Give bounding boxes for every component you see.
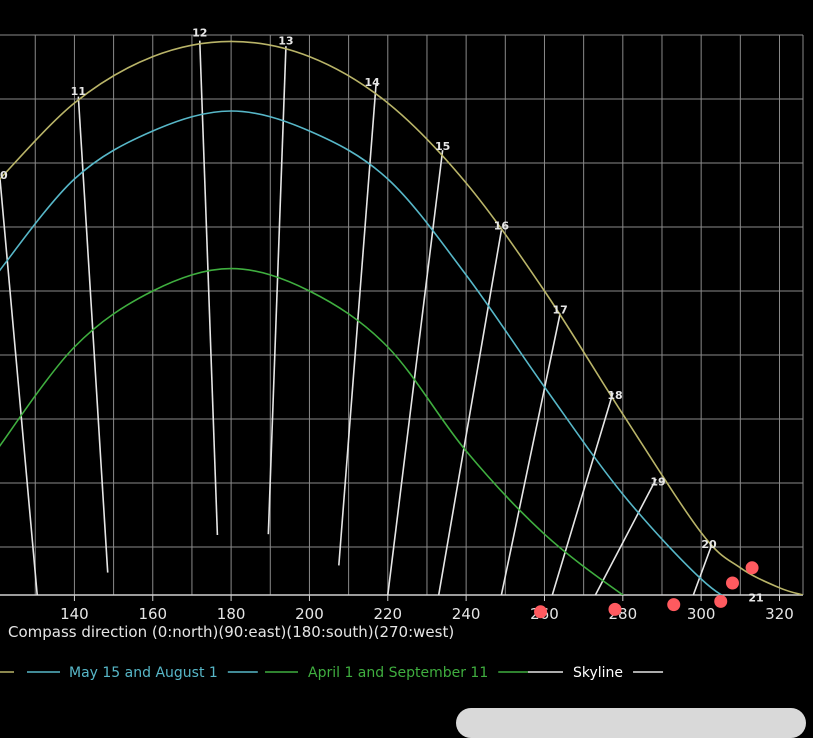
x-tick-label-180: 180	[217, 605, 246, 623]
home-indicator-bar[interactable]	[456, 708, 806, 738]
series-line-1	[0, 110, 724, 595]
x-axis-label: Compass direction (0:north)(90:east)(180…	[8, 623, 454, 641]
x-tick-label-240: 240	[452, 605, 481, 623]
hour-label-13: 13	[278, 35, 293, 48]
hour-label-16: 16	[494, 219, 510, 232]
hour-label-20: 20	[701, 538, 717, 551]
x-tick-label-200: 200	[295, 605, 324, 623]
series-line-2	[0, 267, 625, 595]
hour-label-21: 21	[748, 591, 763, 604]
hour-line-21	[752, 613, 758, 647]
hour-label-14: 14	[364, 76, 380, 89]
hour-line-20	[692, 546, 712, 595]
hour-line-15	[386, 150, 444, 595]
plot-area	[0, 40, 803, 647]
marker-point-4	[725, 576, 739, 590]
hour-line-16	[437, 230, 503, 595]
legend-label-1: May 15 and August 1	[69, 665, 218, 681]
hour-label-18: 18	[607, 389, 622, 402]
hour-label-11: 11	[71, 85, 86, 98]
hour-line-14	[338, 84, 377, 566]
legend-label-3: Skyline	[573, 665, 623, 681]
hour-line-10	[0, 178, 39, 595]
sun-path-chart: 140160180200220240260280300320Compass di…	[0, 27, 804, 681]
hour-line-12	[198, 40, 219, 536]
hour-line-18	[551, 392, 614, 595]
marker-point-1	[608, 602, 622, 616]
hour-line-19	[594, 478, 657, 595]
x-tick-label-220: 220	[373, 605, 402, 623]
marker-point-3	[714, 594, 728, 608]
hour-label-19: 19	[650, 475, 665, 488]
legend-label-2: April 1 and September 11	[308, 665, 488, 681]
x-tick-label-140: 140	[60, 605, 89, 623]
legend: May 15 and August 1 April 1 and September…	[0, 665, 664, 681]
marker-point-2	[667, 598, 681, 612]
hour-label-10: 10	[0, 169, 8, 182]
hour-line-11	[77, 96, 109, 573]
x-tick-label-300: 300	[687, 605, 716, 623]
series-line-0	[0, 40, 803, 595]
hour-label-12: 12	[192, 27, 207, 40]
hour-line-17	[500, 313, 561, 595]
marker-point-5	[745, 561, 759, 575]
hour-line-13	[267, 46, 287, 535]
x-tick-label-320: 320	[765, 605, 794, 623]
hour-label-17: 17	[552, 303, 567, 316]
grid-group	[0, 34, 804, 596]
marker-point-0	[534, 605, 548, 619]
hour-label-15: 15	[435, 140, 450, 153]
x-tick-label-160: 160	[138, 605, 167, 623]
